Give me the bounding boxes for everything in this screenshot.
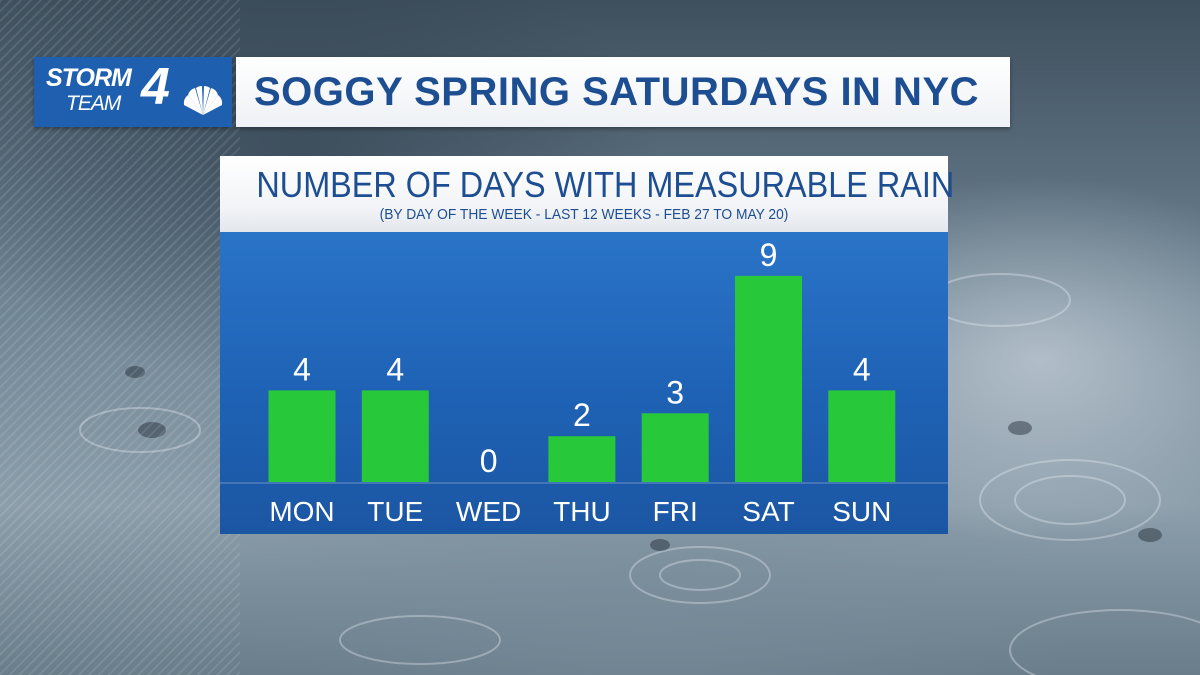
- bar-sun: [828, 390, 896, 482]
- bar-fri: [641, 413, 709, 482]
- data-label-wed: 0: [480, 443, 498, 479]
- bar-mon: [268, 390, 336, 482]
- logo-text-team: TEAM: [66, 92, 121, 115]
- tick-label-mon: MON: [269, 496, 334, 527]
- chart-header: NUMBER OF DAYS WITH MEASURABLE RAIN (BY …: [220, 156, 955, 232]
- chart-subtitle: (BY DAY OF THE WEEK - LAST 12 WEEKS - FE…: [379, 206, 789, 223]
- tick-label-wed: WED: [456, 496, 521, 527]
- bar-thu: [548, 436, 616, 482]
- chart-panel: 4 MON 4 TUE 0 WED 2 THU 3 FRI 9 SAT 4 SUN: [220, 232, 948, 534]
- tick-label-thu: THU: [553, 496, 611, 527]
- tick-label-fri: FRI: [653, 496, 698, 527]
- data-label-thu: 2: [573, 397, 591, 433]
- tick-label-sun: SUN: [832, 496, 891, 527]
- bar-tue: [361, 390, 429, 482]
- headline-bar: SOGGY SPRING SATURDAYS IN NYC: [236, 57, 1010, 127]
- tick-label-tue: TUE: [367, 496, 423, 527]
- data-label-mon: 4: [293, 351, 311, 387]
- logo-text-storm: STORM: [46, 64, 132, 92]
- data-label-sun: 4: [853, 351, 871, 387]
- data-label-sat: 9: [760, 237, 778, 273]
- bar-chart: 4 MON 4 TUE 0 WED 2 THU 3 FRI 9 SAT 4 SUN: [220, 237, 948, 527]
- logo-number: 4: [141, 58, 170, 116]
- data-label-fri: 3: [666, 374, 684, 410]
- chart-title: NUMBER OF DAYS WITH MEASURABLE RAIN: [256, 164, 955, 205]
- data-label-tue: 4: [386, 351, 404, 387]
- tick-label-sat: SAT: [742, 496, 794, 527]
- bar-sat: [735, 275, 802, 482]
- storm-team-4-logo: STORM TEAM 4: [34, 57, 232, 127]
- nbc-peacock-icon: [183, 86, 223, 115]
- headline-title: SOGGY SPRING SATURDAYS IN NYC: [254, 69, 980, 114]
